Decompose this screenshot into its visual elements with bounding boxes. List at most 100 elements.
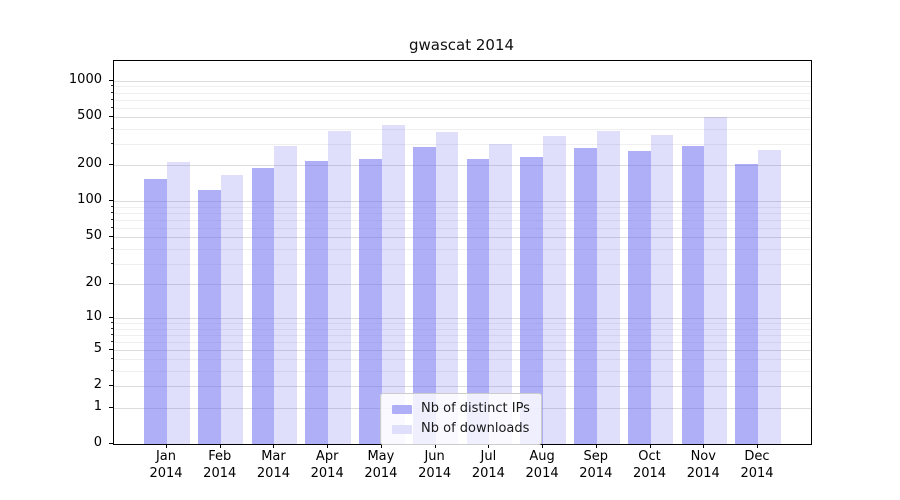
gridline-major [114,80,811,82]
y-tick-minor [110,340,113,342]
gridline-minor [114,263,811,265]
gridline-minor [114,323,811,324]
y-tick-minor [110,358,113,360]
gridline-major [114,386,811,388]
y-tick-label: 50 [85,228,102,244]
gridline-major [114,117,811,119]
x-tick [649,444,651,448]
gridline-minor [114,92,811,94]
gridline-major [114,165,811,167]
x-tick [595,444,597,448]
y-tick-minor [110,205,113,207]
y-tick [109,443,113,444]
bar-downloads-jan [167,161,190,444]
bar-distinct-ips-jun [412,146,436,444]
gridline-minor [114,227,811,229]
gridline-minor [114,107,811,109]
chart-title: gwascat 2014 [408,36,515,54]
bar-distinct-ips-mar [251,168,275,444]
gridline-minor [114,86,811,88]
bar-downloads-apr [328,131,351,444]
bars-layer [114,61,811,444]
bar-downloads-jul [489,144,513,444]
y-tick-label: 100 [77,192,102,208]
x-tick [327,444,329,448]
x-tick [166,444,167,448]
gridline-major [114,237,811,239]
gridline-minor [114,248,811,250]
y-tick-minor [110,85,113,87]
y-tick [109,348,113,350]
y-tick-label: 20 [85,275,102,290]
gridline-major [114,349,811,351]
bar-downloads-sep [596,131,620,444]
gridline-minor [114,334,811,336]
y-tick [109,283,113,284]
bar-downloads-aug [543,135,566,444]
gridline-minor [114,144,811,146]
y-tick-label: 10 [85,308,102,324]
y-tick-minor [110,262,113,264]
y-tick-minor [110,370,113,372]
plot-area: Nb of distinct IPs Nb of downloads [113,60,812,445]
x-tick [488,444,490,448]
x-tick [757,444,758,448]
y-tick [109,236,113,238]
y-tick [109,116,113,118]
y-tick [109,79,113,81]
x-tick-label: May 2014 [364,449,398,481]
gridline-major [114,317,811,319]
gridline-major [114,201,811,203]
x-tick [703,444,705,448]
x-tick [380,444,382,448]
bar-distinct-ips-aug [520,157,544,444]
bar-downloads-oct [650,135,674,444]
x-tick-label: Mar 2014 [256,449,290,481]
bar-distinct-ips-jan [144,179,167,444]
bar-distinct-ips-apr [305,161,329,444]
legend: Nb of distinct IPs Nb of downloads [380,393,542,445]
legend-item-distinct-ips: Nb of distinct IPs [392,402,530,416]
y-tick-minor [110,333,113,335]
legend-label-distinct-ips: Nb of distinct IPs [421,401,530,416]
x-tick-label: Jun 2014 [418,449,452,481]
gridline-minor [114,359,811,361]
y-tick-minor [110,322,113,323]
y-tick-minor [110,106,113,108]
x-tick [434,444,436,448]
gridline-major [114,284,811,285]
x-tick [273,444,275,448]
y-tick-minor [110,91,113,93]
bar-downloads-feb [220,175,244,444]
legend-item-downloads: Nb of downloads [392,422,530,436]
y-tick-minor [110,98,113,100]
y-tick [109,200,113,202]
bar-downloads-mar [274,145,298,444]
x-tick-label: Aug 2014 [525,449,559,481]
gridline-minor [114,371,811,373]
bar-downloads-dec [758,149,781,444]
x-tick-label: Sep 2014 [579,449,613,481]
gridline-minor [114,328,811,330]
bar-distinct-ips-sep [574,148,597,444]
y-tick-minor [110,128,113,130]
gridline-minor [114,213,811,215]
y-tick-minor [110,212,113,214]
y-tick-minor [110,143,113,145]
y-tick-label: 0 [93,435,102,450]
y-tick [109,406,113,408]
y-tick-label: 2 [93,377,102,393]
x-tick [219,444,221,448]
x-tick-label: Dec 2014 [740,449,774,481]
y-tick-minor [110,327,113,329]
bar-distinct-ips-jul [466,158,490,444]
y-tick-label: 1 [93,398,102,414]
gridline-minor [114,341,811,343]
gridline-minor [114,129,811,131]
x-tick-label: Jan 2014 [149,449,183,481]
legend-label-downloads: Nb of downloads [421,421,530,436]
gridline-minor [114,206,811,208]
bar-downloads-jun [435,132,459,444]
bar-distinct-ips-oct [627,151,651,444]
